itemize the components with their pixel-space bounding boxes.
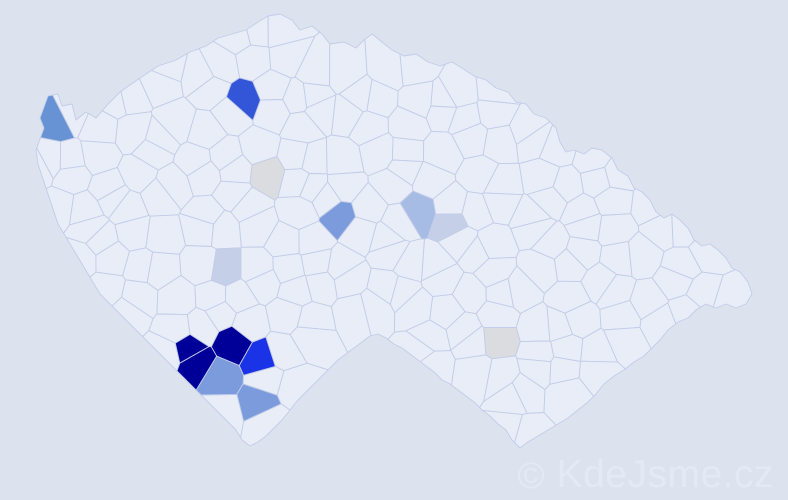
district-region[interactable] — [419, 350, 456, 386]
district-region[interactable] — [482, 409, 523, 444]
district-region[interactable] — [176, 346, 218, 391]
district-region[interactable] — [483, 327, 521, 360]
district-region[interactable] — [276, 362, 329, 411]
copyright-icon: © — [517, 455, 546, 496]
district-region[interactable] — [604, 157, 636, 192]
district-region[interactable] — [210, 247, 242, 287]
base-districts-layer — [35, 13, 753, 449]
district-region[interactable] — [391, 136, 425, 163]
watermark-text: KdeJsme.cz — [556, 453, 774, 496]
district-region[interactable] — [688, 239, 736, 276]
district-region[interactable] — [249, 155, 286, 201]
district-region[interactable] — [671, 213, 696, 248]
district-region[interactable] — [427, 213, 469, 243]
district-region[interactable] — [667, 294, 701, 325]
district-region[interactable] — [246, 15, 269, 48]
district-region[interactable] — [318, 200, 356, 241]
district-region[interactable] — [236, 383, 282, 422]
district-region[interactable] — [514, 412, 557, 449]
district-region[interactable] — [712, 269, 753, 309]
district-region[interactable] — [200, 393, 245, 439]
district-region[interactable] — [225, 77, 261, 121]
highlighted-districts-layer[interactable] — [39, 77, 521, 422]
district-region[interactable] — [39, 94, 75, 143]
district-region[interactable] — [685, 271, 724, 308]
watermark: © KdeJsme.cz — [517, 455, 774, 494]
